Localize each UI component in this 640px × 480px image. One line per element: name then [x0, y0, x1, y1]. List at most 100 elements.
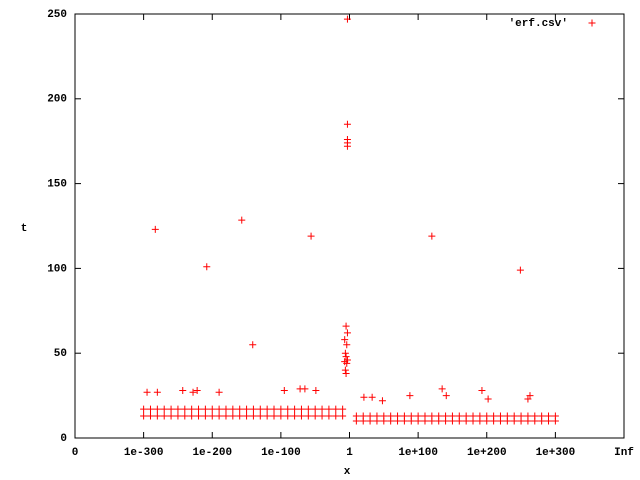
- point: [201, 405, 209, 413]
- point: [352, 412, 360, 420]
- point: [297, 412, 305, 420]
- y-tick-label: 200: [47, 94, 67, 106]
- point: [343, 341, 351, 349]
- point: [280, 387, 288, 395]
- point: [380, 412, 388, 420]
- point: [160, 405, 168, 413]
- point: [414, 412, 422, 420]
- point: [510, 412, 518, 420]
- point: [301, 385, 309, 393]
- point: [448, 412, 456, 420]
- point: [160, 412, 168, 420]
- x-tick-label: 0: [72, 447, 79, 459]
- point: [421, 412, 429, 420]
- point: [188, 412, 196, 420]
- point: [524, 412, 532, 420]
- point: [476, 412, 484, 420]
- y-tick-label: 150: [47, 179, 67, 191]
- point: [332, 405, 340, 413]
- point: [435, 412, 443, 420]
- point: [277, 405, 285, 413]
- x-tick-label: Inf: [614, 447, 634, 459]
- point: [215, 388, 223, 396]
- point: [208, 412, 216, 420]
- point: [394, 412, 402, 420]
- point: [304, 405, 312, 413]
- x-tick-label: 1e-100: [261, 447, 301, 459]
- point: [195, 412, 203, 420]
- point: [407, 412, 415, 420]
- point: [174, 412, 182, 420]
- point: [201, 412, 209, 420]
- point: [311, 412, 319, 420]
- point: [188, 405, 196, 413]
- point: [531, 412, 539, 420]
- y-tick-label: 250: [47, 9, 67, 21]
- point: [270, 412, 278, 420]
- y-tick-label: 50: [54, 348, 67, 360]
- x-tick-label: 1e+100: [398, 447, 438, 459]
- y-axis-label: t: [21, 223, 28, 235]
- point: [341, 366, 349, 374]
- point: [516, 266, 524, 274]
- point: [484, 395, 492, 403]
- x-tick-label: 1e+300: [536, 447, 576, 459]
- point: [442, 392, 450, 400]
- point: [373, 412, 381, 420]
- point: [428, 232, 436, 240]
- point: [483, 412, 491, 420]
- point: [153, 412, 161, 420]
- point: [438, 385, 446, 393]
- point: [462, 412, 470, 420]
- point: [360, 393, 368, 401]
- x-tick-label: 1e-300: [124, 447, 164, 459]
- point: [208, 405, 216, 413]
- point: [181, 405, 189, 413]
- point: [284, 405, 292, 413]
- point: [229, 412, 237, 420]
- point: [277, 412, 285, 420]
- x-tick-label: 1e+200: [467, 447, 507, 459]
- point: [318, 412, 326, 420]
- point: [153, 388, 161, 396]
- point: [143, 388, 151, 396]
- point: [270, 405, 278, 413]
- point: [284, 412, 292, 420]
- point: [249, 405, 257, 413]
- point: [307, 232, 315, 240]
- x-tick-label: 1e-200: [192, 447, 232, 459]
- point: [146, 412, 154, 420]
- legend-label: 'erf.csv': [509, 18, 568, 30]
- point: [195, 405, 203, 413]
- point: [490, 412, 498, 420]
- point: [263, 412, 271, 420]
- point: [400, 412, 408, 420]
- point: [332, 412, 340, 420]
- point: [140, 405, 148, 413]
- point: [538, 412, 546, 420]
- point: [517, 412, 525, 420]
- point: [318, 405, 326, 413]
- point: [325, 405, 333, 413]
- point: [249, 412, 257, 420]
- point: [368, 393, 376, 401]
- point: [243, 405, 251, 413]
- legend-marker: [588, 19, 596, 27]
- point: [551, 412, 559, 420]
- y-tick-label: 100: [47, 263, 67, 275]
- point: [341, 349, 349, 357]
- point: [312, 387, 320, 395]
- point: [343, 329, 351, 337]
- point: [167, 412, 175, 420]
- point: [378, 397, 386, 405]
- point: [526, 392, 534, 400]
- point: [256, 412, 264, 420]
- point: [343, 120, 351, 128]
- point: [263, 405, 271, 413]
- point: [179, 387, 187, 395]
- point: [189, 388, 197, 396]
- point: [442, 412, 450, 420]
- point: [366, 412, 374, 420]
- y-tick-label: 0: [60, 433, 67, 445]
- point: [153, 405, 161, 413]
